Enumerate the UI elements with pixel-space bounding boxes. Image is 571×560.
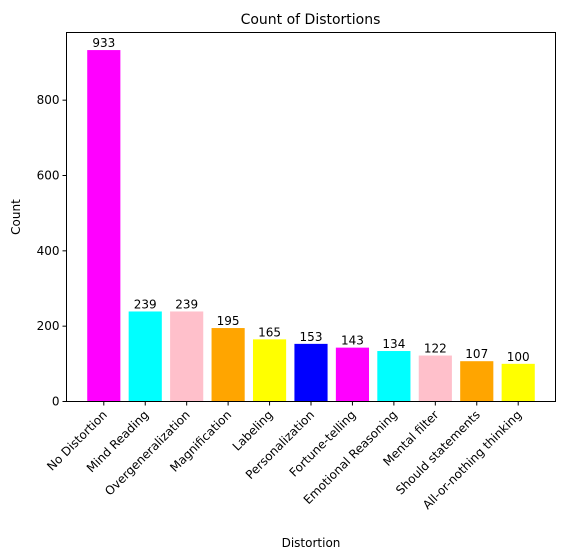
chart-title: Count of Distortions [241, 12, 381, 28]
y-tick-label-4: 800 [37, 93, 60, 107]
bar-9 [460, 361, 494, 402]
data-label-10: 100 [507, 350, 530, 364]
bar-10 [501, 363, 535, 402]
y-tick-label-0: 0 [52, 395, 60, 409]
bar-4 [252, 339, 287, 402]
y-axis-label: Count [9, 199, 23, 235]
data-label-3: 195 [217, 314, 240, 328]
y-tick-label-1: 200 [37, 319, 60, 333]
data-label-1: 239 [134, 297, 157, 311]
data-label-9: 107 [465, 347, 488, 361]
bar-3 [211, 328, 245, 402]
bar-2 [170, 311, 204, 402]
bar-6 [335, 347, 370, 402]
data-label-6: 143 [341, 334, 364, 348]
data-label-0: 933 [92, 36, 115, 50]
bar-0 [87, 50, 121, 402]
bar-8 [418, 355, 452, 402]
bar-5 [294, 343, 328, 402]
x-axis-label: Distortion [282, 536, 341, 550]
data-label-7: 134 [382, 337, 405, 351]
data-label-5: 153 [300, 330, 323, 344]
y-tick-label-3: 600 [37, 169, 60, 183]
data-labels: 933 239 239 195 165 153 143 134 122 107 100 [92, 36, 529, 364]
data-label-4: 165 [258, 325, 281, 339]
bars [87, 50, 535, 402]
y-tick-label-2: 400 [37, 244, 60, 258]
bar-1 [128, 311, 162, 402]
data-label-8: 122 [424, 342, 447, 356]
bar-7 [377, 351, 411, 402]
y-axis-ticks: 0 200 400 600 800 [37, 93, 67, 409]
data-label-2: 239 [175, 297, 198, 311]
